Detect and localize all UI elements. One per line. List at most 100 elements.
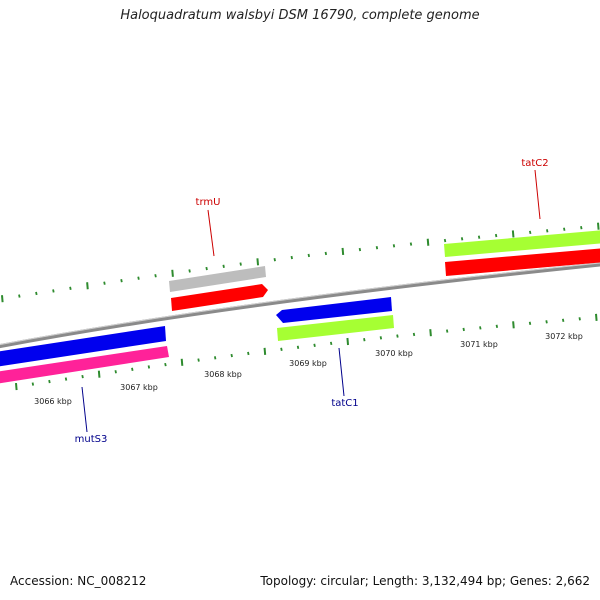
inner-tick-minor [64, 377, 68, 381]
outer-tick-minor [137, 276, 140, 280]
scale-label: 3072 kbp [545, 332, 583, 341]
gene-label-trmu[interactable]: trmU [196, 197, 221, 208]
inner-tick-minor [147, 365, 151, 369]
inner-tick-minor [379, 336, 383, 340]
leader-line-muts3 [81, 386, 88, 433]
scale-label: 3070 kbp [375, 349, 413, 358]
inner-tick-minor [247, 351, 250, 356]
outer-tick-minor [460, 237, 464, 241]
inner-tick-major [346, 337, 350, 346]
gray-feature-trmu[interactable] [169, 266, 266, 292]
inner-tick-minor [31, 382, 35, 386]
inner-tick-major [97, 370, 101, 378]
outer-tick-minor [103, 281, 106, 285]
outer-tick-minor [477, 235, 481, 239]
inner-tick-major [429, 329, 432, 337]
outer-tick-major [171, 269, 174, 277]
outer-tick-minor [239, 262, 242, 266]
inner-tick-row [15, 313, 598, 391]
inner-tick-minor [230, 353, 233, 358]
outer-tick-minor [222, 264, 225, 268]
inner-tick-minor [296, 345, 300, 349]
outer-tick-minor [205, 266, 208, 271]
outer-tick-minor [307, 253, 310, 258]
outer-tick-major [256, 258, 260, 266]
scale-label: 3071 kbp [460, 340, 498, 349]
outer-tick-major [597, 222, 600, 230]
gene-label-tatc1[interactable]: tatC1 [331, 398, 358, 409]
inner-tick-minor [213, 356, 217, 360]
outer-tick-major [1, 295, 4, 303]
inner-tick-minor [495, 324, 499, 328]
outer-tick-minor [580, 226, 583, 230]
outer-tick-minor [443, 238, 447, 243]
leader-line-trmu [207, 209, 215, 257]
outer-tick-minor [358, 247, 362, 252]
gene-tatc2-arrow[interactable] [445, 248, 600, 276]
inner-tick-minor [462, 327, 465, 332]
outer-tick-minor [18, 294, 21, 298]
genome-backbone-highlight [0, 262, 600, 346]
outer-tick-minor [546, 229, 549, 233]
inner-tick-minor [280, 347, 283, 351]
inner-tick-minor [545, 320, 548, 324]
other-feature-tatc1[interactable] [277, 315, 394, 341]
leader-line-tatc2 [534, 169, 541, 220]
gene-trmu-arrow[interactable] [171, 284, 268, 311]
inner-tick-major [180, 358, 184, 366]
outer-tick-minor [324, 251, 328, 256]
scale-label: 3066 kbp [34, 397, 72, 406]
inner-tick-minor [412, 332, 416, 337]
outer-tick-major [511, 230, 515, 238]
outer-tick-minor [188, 269, 191, 273]
leader-line-tatc1 [338, 347, 345, 397]
inner-tick-minor [164, 362, 167, 367]
inner-tick-major [595, 313, 598, 321]
other-feature-muts3[interactable] [0, 346, 169, 384]
inner-tick-minor [445, 329, 449, 333]
inner-tick-minor [48, 379, 51, 384]
inner-tick-minor [329, 341, 333, 346]
outer-tick-minor [375, 245, 379, 250]
outer-tick-minor [409, 242, 413, 246]
outer-tick-major [86, 282, 89, 290]
outer-tick-major [341, 247, 345, 256]
gene-tatc1-arrow[interactable] [276, 297, 392, 323]
inner-tick-minor [479, 326, 482, 330]
outer-tick-minor [120, 279, 123, 283]
scale-label: 3067 kbp [120, 383, 158, 392]
outer-tick-minor [52, 289, 55, 293]
inner-tick-minor [114, 370, 117, 374]
genome-backbone [0, 262, 600, 349]
gene-muts3-arrow[interactable] [0, 326, 166, 367]
outer-tick-minor [35, 291, 38, 296]
outer-tick-minor [273, 257, 276, 262]
inner-tick-major [512, 321, 515, 329]
accession-label: Accession: NC_008212 [10, 574, 147, 588]
genome-summary: Topology: circular; Length: 3,132,494 bp… [260, 574, 590, 588]
inner-tick-major [263, 347, 267, 355]
inner-tick-minor [131, 367, 134, 372]
gene-label-tatc2[interactable]: tatC2 [521, 158, 548, 169]
other-feature-tatc2[interactable] [444, 230, 600, 257]
inner-tick-minor [81, 374, 84, 379]
inner-tick-minor [396, 334, 399, 338]
inner-tick-minor [197, 358, 200, 362]
outer-tick-minor [563, 227, 566, 231]
outer-tick-major [426, 238, 430, 246]
inner-tick-minor [363, 337, 366, 342]
inner-tick-minor [313, 343, 316, 347]
inner-tick-minor [578, 317, 581, 321]
outer-tick-minor [494, 233, 498, 238]
outer-tick-minor [69, 286, 72, 290]
scale-label: 3068 kbp [204, 370, 242, 379]
gene-label-muts3[interactable]: mutS3 [75, 434, 108, 445]
outer-tick-minor [392, 244, 396, 248]
inner-tick-minor [561, 318, 565, 322]
inner-tick-major [15, 382, 18, 391]
scale-label: 3069 kbp [289, 359, 327, 368]
inner-tick-minor [528, 321, 532, 325]
outer-tick-minor [154, 274, 157, 278]
